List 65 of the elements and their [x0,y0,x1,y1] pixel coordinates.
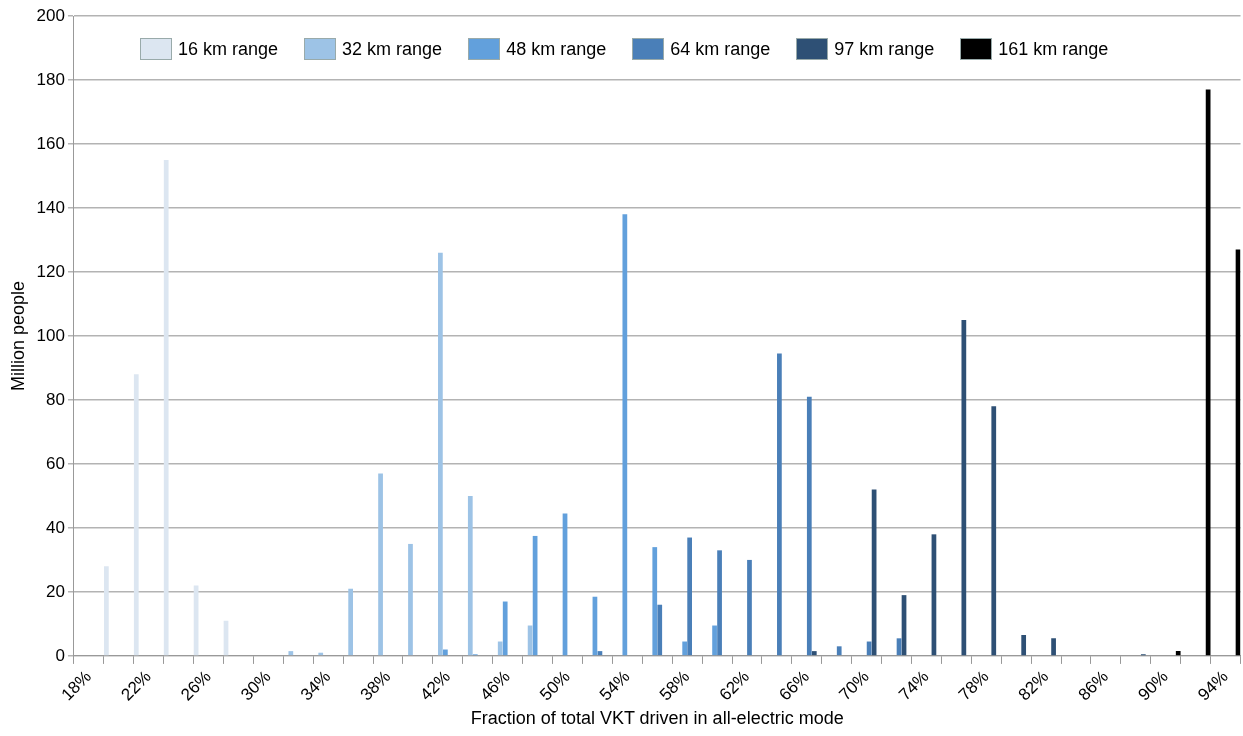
bar [133,374,139,656]
bar [502,601,508,656]
y-tick-label: 60 [46,453,65,473]
y-axis-title: Million people [7,280,28,391]
bar [443,649,448,656]
bar [991,406,997,656]
x-tick-label: 66% [775,666,813,705]
bar [163,159,169,656]
bar [438,252,443,656]
bar [747,559,752,656]
x-tick-label: 82% [1014,666,1053,705]
bar [467,495,473,656]
y-tick-label: 160 [36,133,65,153]
legend-label: 16 km range [178,38,279,60]
x-tick-label: 34% [296,666,335,705]
bar [622,214,628,656]
y-tick-label: 180 [36,69,65,89]
bar [652,547,658,656]
bar [1021,635,1027,656]
legend-label: 97 km range [834,38,935,60]
bar [1175,651,1181,656]
x-tick-label: 30% [237,666,275,705]
y-tick-label: 120 [36,261,65,281]
legend-label: 32 km range [342,38,443,60]
y-tick-label: 80 [46,389,65,409]
bar [348,588,354,656]
x-tick-label: 70% [835,666,873,705]
x-tick-label: 46% [476,666,514,705]
bar [657,604,663,656]
bar [777,353,782,656]
y-tick-label: 140 [36,197,65,217]
x-tick-label: 94% [1194,666,1232,705]
bar [682,641,688,656]
x-tick-label: 50% [536,666,574,705]
y-tick-label: 20 [46,581,65,601]
bar [378,473,383,656]
bar [961,319,967,656]
x-tick-label: 54% [595,666,634,705]
bar [687,537,693,656]
bar [836,646,842,656]
x-tick-label: 62% [715,666,754,705]
x-tick-label: 78% [954,666,993,705]
bar [104,566,109,656]
bar [811,651,817,656]
legend-label: 64 km range [670,38,771,60]
x-axis-title: Fraction of total VKT driven in all-electric mode [470,708,844,729]
bar [806,396,812,656]
y-tick-label: 100 [36,325,65,345]
x-tick-label: 42% [416,666,455,705]
bar [717,550,722,656]
legend-label: 161 km range [998,38,1109,60]
bar [712,625,717,656]
x-tick-label: 38% [356,666,395,705]
bar [408,543,413,656]
legend-label: 48 km range [506,38,607,60]
y-tick-label: 200 [36,5,65,25]
x-tick-label: 90% [1134,666,1172,705]
y-tick-label: 0 [55,645,65,665]
bar [1051,638,1056,656]
x-tick-label: 74% [895,666,933,705]
bar [497,641,503,656]
x-tick-label: 86% [1074,666,1113,705]
y-tick-label: 40 [46,517,65,537]
bar [288,651,294,656]
x-tick-label: 58% [655,666,694,705]
